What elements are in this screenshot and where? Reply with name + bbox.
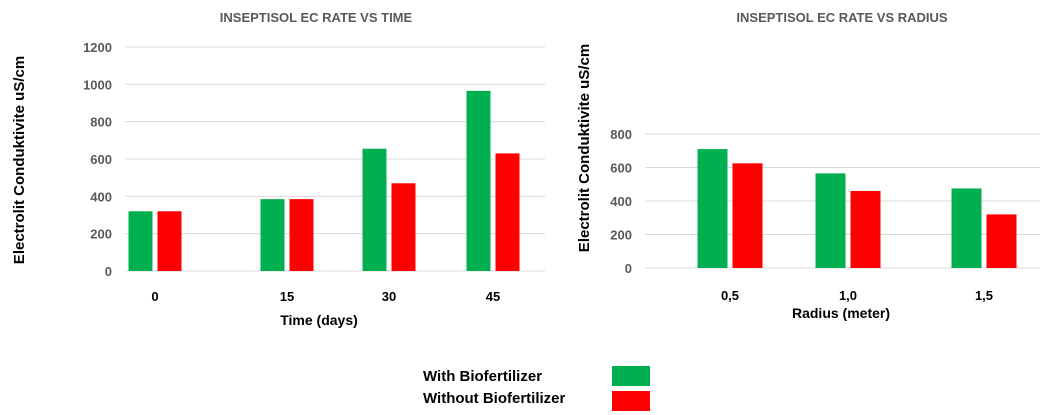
chart2-bar-without: [850, 190, 881, 268]
chart1-category-label: 30: [382, 289, 396, 304]
chart1-ytick-label: 800: [90, 115, 112, 130]
chart1-bar-with: [362, 148, 387, 271]
chart1-bar-with: [128, 211, 153, 271]
chart1-yaxis-label: Electrolit Conduktivite uS/cm: [11, 56, 28, 264]
chart2-ytick-label: 600: [610, 161, 632, 176]
chart1-ytick-label: 200: [90, 227, 112, 242]
chart1-category-label: 0: [151, 289, 158, 304]
chart1-xaxis-label: Time (days): [280, 312, 358, 328]
chart2-category-label: 1,5: [975, 288, 993, 303]
chart1-category-label: 45: [486, 289, 500, 304]
chart2-ytick-label: 200: [610, 228, 632, 243]
chart1-ytick-label: 0: [105, 264, 112, 279]
chart2-yaxis-label: Electrolit Conduktivite uS/cm: [576, 44, 593, 252]
chart2-bar-with: [815, 173, 846, 268]
chart2-ytick-label: 0: [625, 261, 632, 276]
chart1-bar-with: [466, 90, 491, 271]
chart1-category-label: 15: [280, 289, 294, 304]
legend-label-with: With Biofertilizer: [423, 368, 543, 385]
chart1-bar-without: [289, 199, 314, 271]
chart2-ytick-label: 400: [610, 194, 632, 209]
chart2-bar-without: [732, 163, 763, 268]
chart2-xaxis-label: Radius (meter): [792, 305, 890, 321]
legend-swatch-with: [612, 366, 650, 386]
chart1-bar-with: [260, 199, 285, 271]
chart2-ytick-label: 800: [610, 127, 632, 142]
chart2-bar-without: [986, 214, 1017, 268]
chart2-title: INSEPTISOL EC RATE VS RADIUS: [736, 10, 947, 25]
legend-label-without: Without Biofertilizer: [423, 390, 566, 407]
chart1-bar-without: [157, 211, 182, 271]
chart1-title: INSEPTISOL EC RATE VS TIME: [220, 10, 413, 25]
chart2-bar-with: [951, 188, 982, 268]
chart2-category-label: 1,0: [839, 288, 857, 303]
chart2-bar-with: [697, 149, 728, 268]
chart1-ytick-label: 1200: [83, 40, 112, 55]
chart2-category-label: 0,5: [721, 288, 739, 303]
chart1-ytick-label: 400: [90, 189, 112, 204]
chart1-ytick-label: 1000: [83, 77, 112, 92]
legend-swatch-without: [612, 391, 650, 411]
chart1-bar-without: [391, 183, 416, 271]
chart1-bar-without: [495, 153, 520, 271]
chart1-ytick-label: 600: [90, 152, 112, 167]
